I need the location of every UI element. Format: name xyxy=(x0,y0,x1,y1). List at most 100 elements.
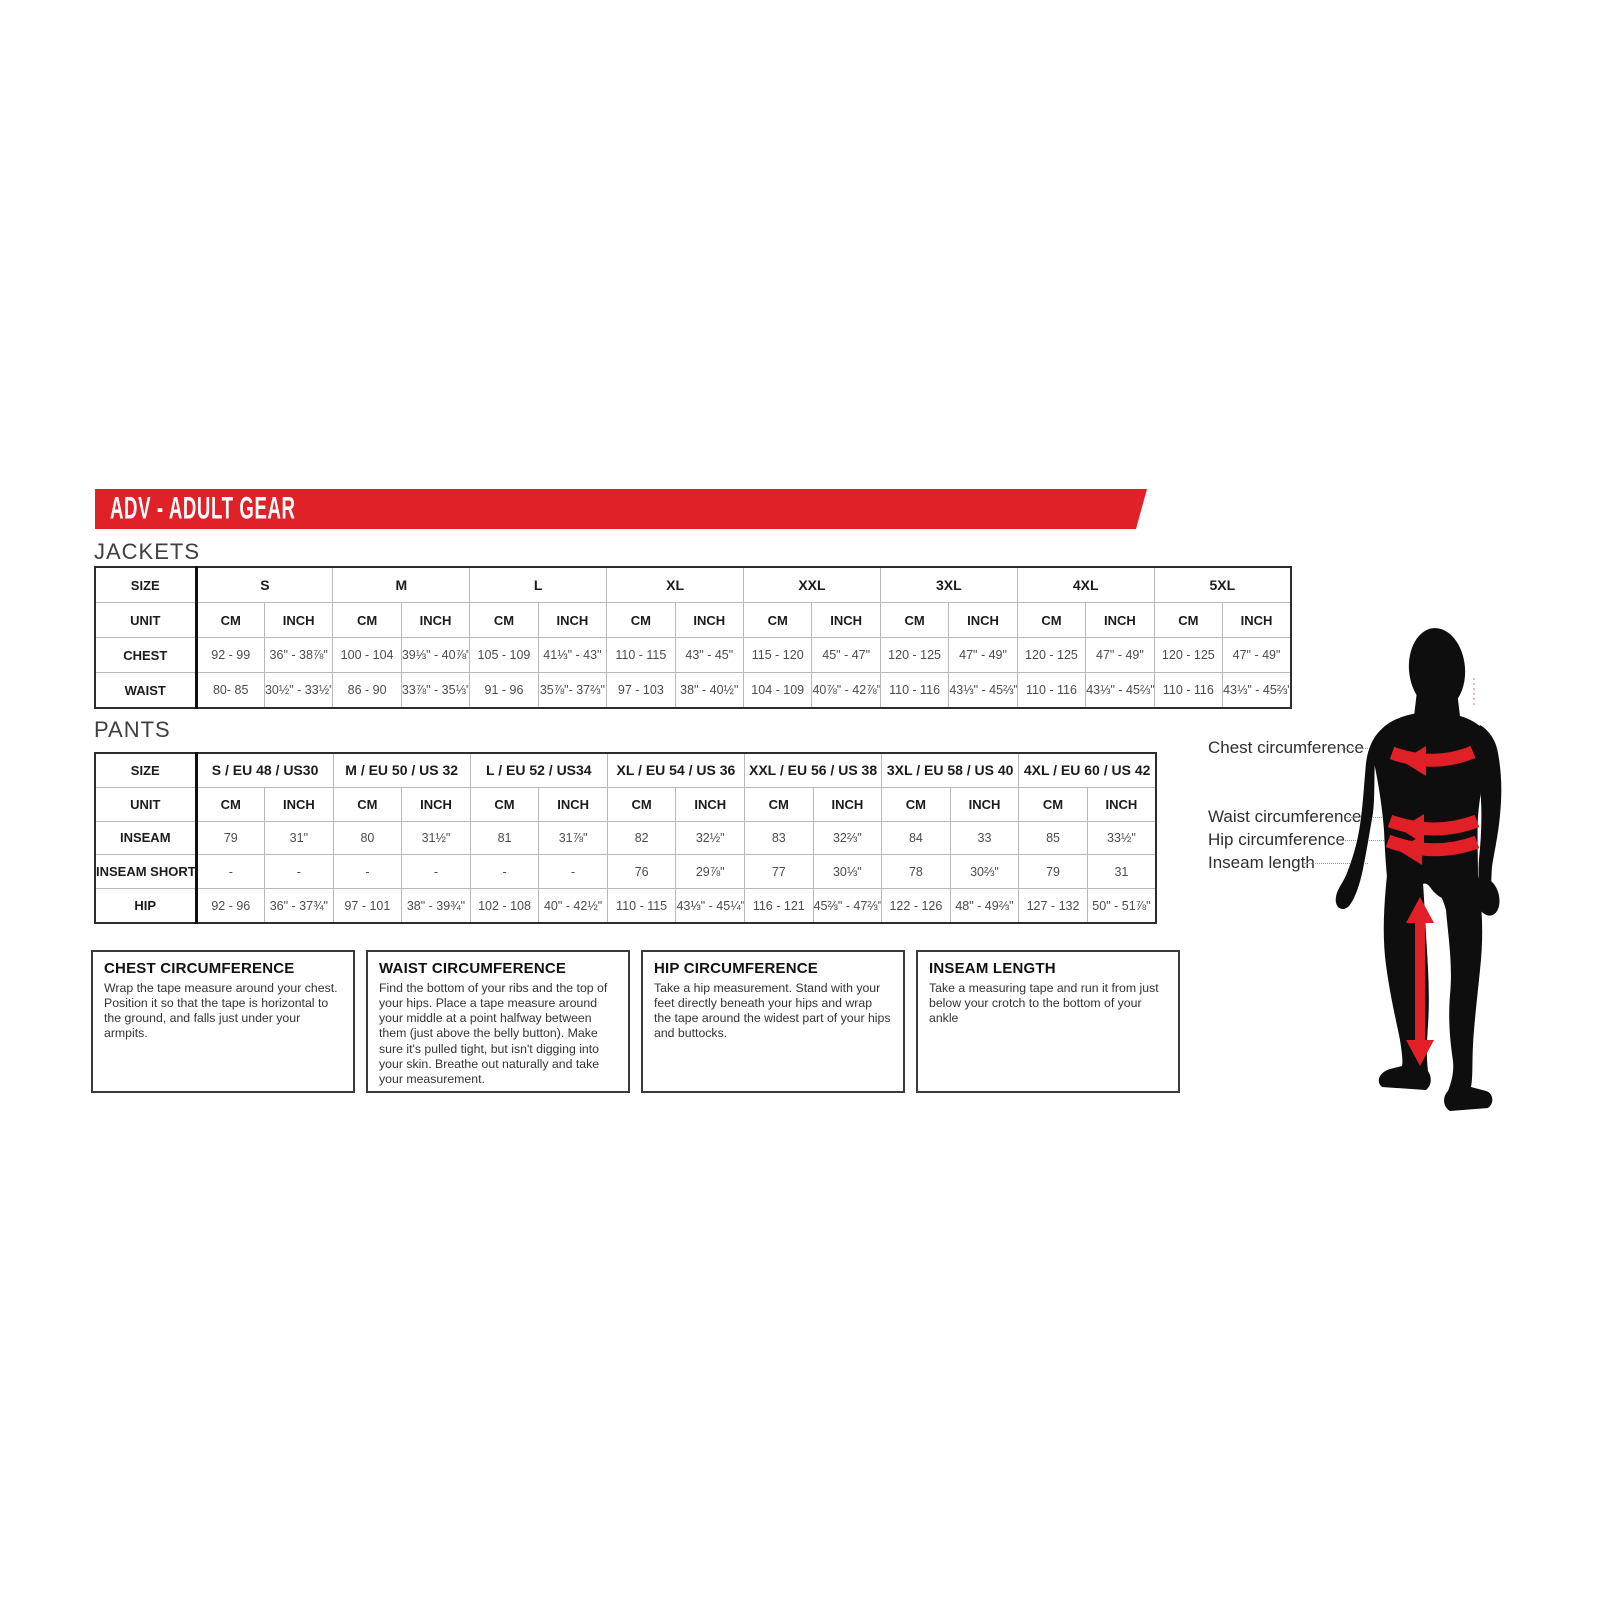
cm-value-cell: 120 - 125 xyxy=(1016,637,1087,673)
unit-cm-header: CM xyxy=(332,786,403,822)
cm-value-cell: 78 xyxy=(881,854,951,890)
cm-value-cell: 97 - 103 xyxy=(606,672,676,709)
pants-section-label: PANTS xyxy=(94,717,171,742)
measurement-row-label: INSEAM xyxy=(94,820,198,856)
unit-inch-header: INCH xyxy=(400,602,471,638)
unit-cm-header: CM xyxy=(742,602,813,638)
cm-value-cell: 102 - 108 xyxy=(469,888,540,924)
cm-value-cell: 115 - 120 xyxy=(742,637,813,673)
inch-value-cell: 30⅔" xyxy=(949,854,1020,890)
cm-value-cell: 104 - 109 xyxy=(742,672,813,709)
unit-cm-header: CM xyxy=(195,602,265,638)
head-silhouette xyxy=(1408,628,1466,710)
inch-value-cell: 43⅓" - 45⅔" xyxy=(948,672,1018,709)
cm-value-cell: 85 xyxy=(1018,820,1088,856)
cm-value-cell: 100 - 104 xyxy=(332,637,402,673)
unit-inch-header: INCH xyxy=(675,786,745,822)
inch-value-cell: 33 xyxy=(949,820,1020,856)
unit-cm-header: CM xyxy=(606,786,677,822)
size-column-header: M xyxy=(332,566,471,603)
inch-value-cell: 38" - 40½" xyxy=(674,672,745,709)
inch-value-cell: 30⅓" xyxy=(812,854,883,890)
inch-value-cell: 45" - 47" xyxy=(811,637,881,673)
measurement-row-label: CHEST xyxy=(94,637,198,673)
unit-inch-header: INCH xyxy=(1085,602,1155,638)
unit-inch-header: INCH xyxy=(263,602,334,638)
unit-inch-header: INCH xyxy=(811,602,881,638)
banner: ADV - ADULT GEAR xyxy=(95,489,1147,529)
table-row: HIP 92 - 96 36" - 37¾" 97 - 101 38" - 39¾" 10… xyxy=(94,888,1157,924)
inch-value-cell: 40" - 42½" xyxy=(538,888,608,924)
inch-value-cell: 40⅞" - 42⅞" xyxy=(811,672,881,709)
table-row: INSEAM SHORT - - - - - -76 29⅞" 77 30⅓" 78 30⅔" 79 31 xyxy=(94,854,1157,890)
cm-value-cell: 110 - 116 xyxy=(879,672,950,709)
cm-value-cell: 91 - 96 xyxy=(469,672,539,709)
cm-value-cell: 97 - 101 xyxy=(332,888,403,924)
inch-value-cell: 43⅓" - 45⅔" xyxy=(1222,672,1292,709)
cm-value-cell: 105 - 109 xyxy=(469,637,539,673)
measurement-bands xyxy=(1385,678,1480,1066)
cm-value-cell: 110 - 116 xyxy=(1016,672,1087,709)
left-arm-silhouette xyxy=(1335,727,1384,910)
inch-value-cell: 43⅓" - 45¼" xyxy=(675,888,745,924)
jackets-table: SIZE S M L XL XXL 3XL 4XL 5XL UNIT CM INCH CM INCH CM I… xyxy=(94,566,1292,709)
table-row: CHEST 92 - 99 36" - 38⅞" 100 - 104 39⅓" - 40… xyxy=(94,637,1292,673)
inseam-arrow-top-head xyxy=(1406,897,1434,923)
inch-value-cell: 32½" xyxy=(675,820,745,856)
figure-label-waist: Waist circumference xyxy=(1208,807,1362,826)
inch-value-cell: 31" xyxy=(264,820,334,856)
chest-band xyxy=(1389,745,1476,767)
instruction-box-title: HIP CIRCUMFERENCE xyxy=(654,960,818,977)
cm-value-cell: 110 - 115 xyxy=(606,637,676,673)
size-column-header: L / EU 52 / US34 xyxy=(469,752,608,788)
cm-value-cell: - xyxy=(469,854,540,890)
leader-line-chest xyxy=(1342,748,1392,749)
unit-cm-header: CM xyxy=(195,786,266,822)
measurement-row-label: WAIST xyxy=(94,672,198,709)
cm-value-cell: 92 - 96 xyxy=(195,888,266,924)
size-row-label: SIZE xyxy=(94,752,198,788)
waist-band-arrowhead xyxy=(1400,814,1424,844)
unit-cm-header: CM xyxy=(1018,786,1088,822)
instruction-box-body: Take a measuring tape and run it from ju… xyxy=(929,981,1159,1026)
unit-inch-header: INCH xyxy=(812,786,883,822)
figure-label-hip: Hip circumference xyxy=(1208,830,1345,849)
unit-inch-header: INCH xyxy=(538,786,608,822)
inch-value-cell: 47" - 49" xyxy=(1222,637,1292,673)
instruction-box-title: WAIST CIRCUMFERENCE xyxy=(379,960,567,977)
inch-value-cell: 50" - 51⅞" xyxy=(1086,888,1157,924)
cm-value-cell: 79 xyxy=(1018,854,1088,890)
hip-band xyxy=(1385,834,1480,857)
size-column-header: XXL / EU 56 / US 38 xyxy=(743,752,883,788)
cm-value-cell: 79 xyxy=(195,820,266,856)
inch-value-cell: 48" - 49⅔" xyxy=(949,888,1020,924)
size-column-header: 5XL xyxy=(1153,566,1292,603)
inch-value-cell: 31½" xyxy=(401,820,471,856)
cm-value-cell: 86 - 90 xyxy=(332,672,402,709)
inch-value-cell: 47" - 49" xyxy=(1085,637,1155,673)
instruction-box: HIP CIRCUMFERENCE Take a hip measurement.… xyxy=(641,950,905,1093)
instruction-box: INSEAM LENGTH Take a measuring tape and r… xyxy=(916,950,1180,1093)
inch-value-cell: 29⅞" xyxy=(675,854,745,890)
unit-inch-header: INCH xyxy=(537,602,608,638)
measurement-row-label: INSEAM SHORT xyxy=(94,854,198,890)
unit-cm-header: CM xyxy=(744,786,814,822)
size-column-header: XL / EU 54 / US 36 xyxy=(606,752,746,788)
inch-value-cell: 43⅓" - 45⅔" xyxy=(1085,672,1155,709)
instruction-box: CHEST CIRCUMFERENCE Wrap the tape measure… xyxy=(91,950,355,1093)
inch-value-cell: 36" - 37¾" xyxy=(264,888,334,924)
unit-cm-header: CM xyxy=(1016,602,1087,638)
figure-label-inseam: Inseam length xyxy=(1208,853,1315,872)
size-column-header: M / EU 50 / US 32 xyxy=(332,752,471,788)
instruction-box-body: Wrap the tape measure around your chest.… xyxy=(104,981,338,1041)
waist-band xyxy=(1387,814,1480,836)
inch-value-cell: 30½" - 33½" xyxy=(263,672,334,709)
jackets-section-label: JACKETS xyxy=(94,539,201,564)
cm-value-cell: 77 xyxy=(744,854,814,890)
inch-value-cell: 31⅞" xyxy=(538,820,608,856)
cm-value-cell: 76 xyxy=(606,854,677,890)
cm-value-cell: 122 - 126 xyxy=(881,888,951,924)
cm-value-cell: 81 xyxy=(469,820,540,856)
unit-cm-header: CM xyxy=(881,786,951,822)
cm-value-cell: 127 - 132 xyxy=(1018,888,1088,924)
